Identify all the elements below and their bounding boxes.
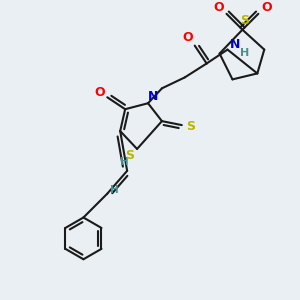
Text: H: H <box>240 48 249 58</box>
Text: O: O <box>182 31 193 44</box>
Text: O: O <box>261 1 272 14</box>
Text: N: N <box>230 38 241 51</box>
Text: H: H <box>110 185 118 195</box>
Text: H: H <box>120 157 128 167</box>
Text: O: O <box>94 86 105 99</box>
Text: S: S <box>186 120 195 133</box>
Text: S: S <box>240 14 249 27</box>
Text: S: S <box>124 149 134 162</box>
Text: O: O <box>213 1 224 14</box>
Text: N: N <box>148 90 158 103</box>
